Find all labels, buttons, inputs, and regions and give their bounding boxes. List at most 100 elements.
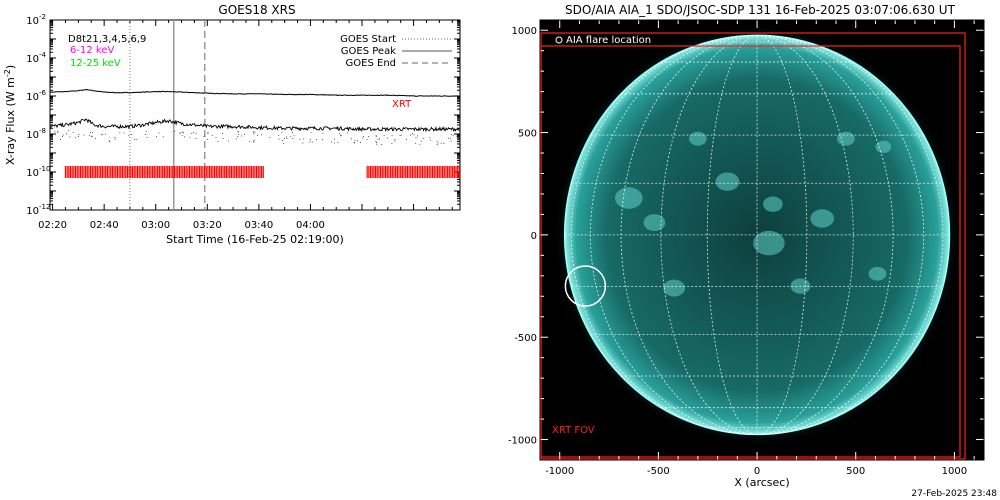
active-region [715,172,740,191]
aia-solar-image [540,23,966,460]
goes-dropout-point [354,140,356,141]
flare-location-circle [564,265,607,307]
goes-dropout-point [257,134,258,136]
goes-dropout-point [192,132,194,133]
goes-dropout-point [379,138,380,140]
goes-dropout-point [109,140,111,142]
aia-x-tick-label: -1000 [545,466,574,477]
goes-dropout-point [366,138,368,140]
goes-dropout-point [292,132,293,133]
goes-dropout-point [146,137,148,138]
goes-dropout-point [443,143,445,144]
goes-dropout-point [181,135,183,137]
goes-x-tick-label: 03:40 [244,220,273,231]
goes-dropout-point [222,133,223,134]
goes-dropout-point [253,131,254,133]
goes-dropout-point [237,136,239,137]
goes-dropout-point [237,130,239,132]
goes-dropout-point [415,137,417,139]
goes-x-tick-label: 02:20 [38,220,67,231]
active-region [868,266,887,281]
goes-dropout-point [302,142,304,144]
goes-dropout-point [381,144,383,145]
goes-dropout-point [375,141,377,142]
active-region [688,131,707,146]
goes-dropout-point [162,136,164,138]
goes-dropout-point [235,138,237,140]
goes-y-tick-exponent: -8 [39,127,46,135]
goes-dropout-point [261,134,262,136]
goes-dropout-point [104,133,106,135]
footer-timestamp: 27-Feb-2025 23:48 [911,489,997,499]
goes-dropout-point [322,132,324,134]
goes-dropout-point [156,136,157,138]
goes-dropout-point [452,135,454,137]
goes-dropout-point [174,130,175,132]
goes-dropout-point [400,134,402,136]
goes-x-tick-label: 04:00 [296,220,325,231]
goes-dropout-point [179,133,181,134]
goes-dropout-point [62,135,63,137]
goes-dropout-point [52,141,53,142]
goes-dropout-point [360,142,361,143]
longitude-line [757,34,925,435]
longitude-line [706,34,758,435]
legend-goes-start: GOES Start [340,34,396,45]
goes-dropout-point [309,141,311,143]
goes-dropout-point [412,133,413,135]
aia-image-panel: SDO/AIA AIA_1 SDO/JSOC-SDP 131 16-Feb-20… [508,3,985,489]
goes-dropout-point [119,132,121,134]
aia-legend-text: AIA flare location [566,35,651,46]
goes-dropout-point [353,142,355,143]
xrt-fov-label: XRT FOV [552,425,595,436]
goes-y-tick-label: 10 [26,54,39,65]
goes-dropout-point [74,137,76,138]
goes-dropout-point [375,135,377,136]
goes-dropout-point [269,136,271,138]
goes-dropout-point [228,140,229,142]
goes-dropout-point [337,142,339,143]
goes-dropout-point [391,135,393,137]
goes-dropout-point [180,132,182,133]
goes-dropout-point [123,132,125,134]
goes-dropout-point [144,134,146,135]
active-region [643,214,666,232]
goes-dropout-point [316,139,317,140]
xrt-coverage-bars [64,166,460,178]
goes-dropout-point [456,135,458,137]
goes-dropout-point [436,144,438,145]
goes-dropout-point [114,137,116,138]
goes-dropout-point [299,138,301,140]
goes-dropout-point [131,134,132,135]
goes-dropout-point [207,132,209,134]
goes-dropout-point [309,139,311,140]
goes-channel-info: D8t21,3,4,5,6,9 [68,34,146,45]
goes-dropout-point [450,137,451,139]
goes-y-axis-label-exp: -2 [3,69,12,77]
goes-dropout-point [249,141,250,143]
solar-grid [564,34,950,435]
goes-y-tick-exponent: -10 [39,165,50,173]
goes-dropout-point [429,137,431,139]
goes-x-tick-label: 02:40 [90,220,119,231]
goes-dropout-point [78,134,80,135]
goes-dropout-point [383,135,385,136]
goes-dropout-point [311,141,313,143]
goes-dropout-point [437,142,439,144]
goes-dropout-point [91,135,92,137]
active-region [762,196,783,212]
aia-title: SDO/AIA AIA_1 SDO/JSOC-SDP 131 16-Feb-20… [565,3,956,17]
goes-dropout-point [253,141,255,143]
goes-dropout-point [92,132,93,134]
goes-series [49,88,461,146]
goes-dropout-point [286,137,288,139]
goes-dropout-point [362,137,364,139]
goes-dropout-point [128,135,130,137]
goes-dropout-point [108,141,110,142]
goes-dropout-point [238,133,239,135]
goes-y-tick-exponent: -2 [39,13,46,21]
aia-y-tick-label: 500 [518,129,537,140]
goes-dropout-point [282,140,283,141]
